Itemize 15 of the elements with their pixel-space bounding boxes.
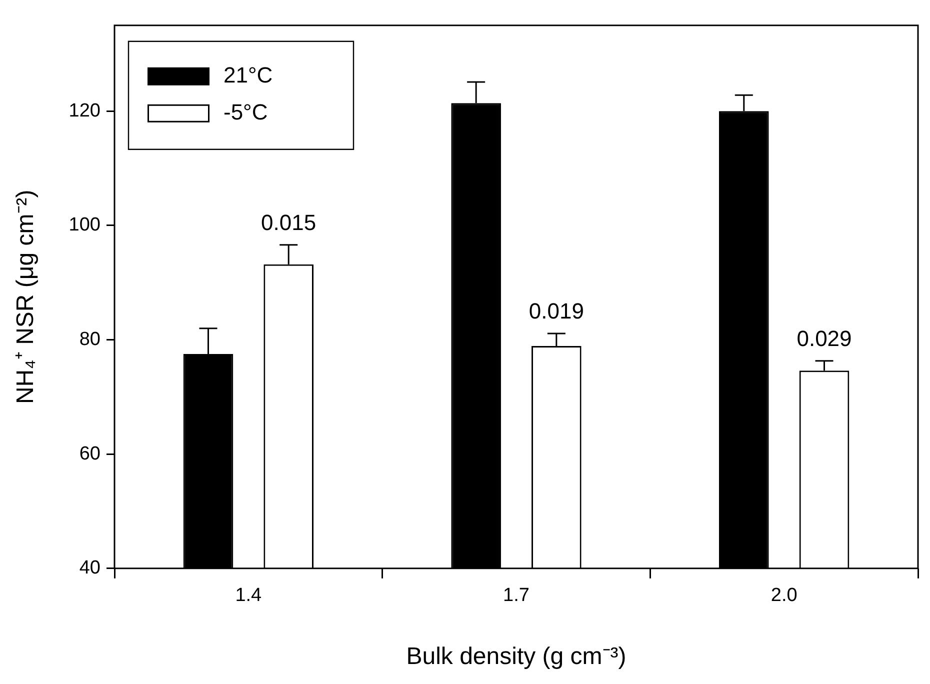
annotation: 0.015 <box>261 210 316 235</box>
y-tick-label: 120 <box>68 100 100 122</box>
annotation: 0.029 <box>796 326 852 351</box>
x-tick-label: 1.4 <box>235 585 262 606</box>
y-tick-label: 40 <box>79 558 100 579</box>
x-axis-title: Bulk density (g cm⁻³) <box>406 643 626 670</box>
legend-label: 21°C <box>224 62 273 88</box>
x-tick-label: 1.7 <box>503 585 530 606</box>
y-tick-label: 100 <box>68 214 100 236</box>
y-axis-title: NH₄⁺ NSR (μg cm⁻²) <box>12 190 40 404</box>
y-tick-label: 60 <box>79 443 100 464</box>
x-tick-label: 2.0 <box>770 585 798 606</box>
y-tick-label: 80 <box>79 329 100 350</box>
legend-label: -5°C <box>224 99 268 124</box>
annotation: 0.019 <box>528 298 584 324</box>
